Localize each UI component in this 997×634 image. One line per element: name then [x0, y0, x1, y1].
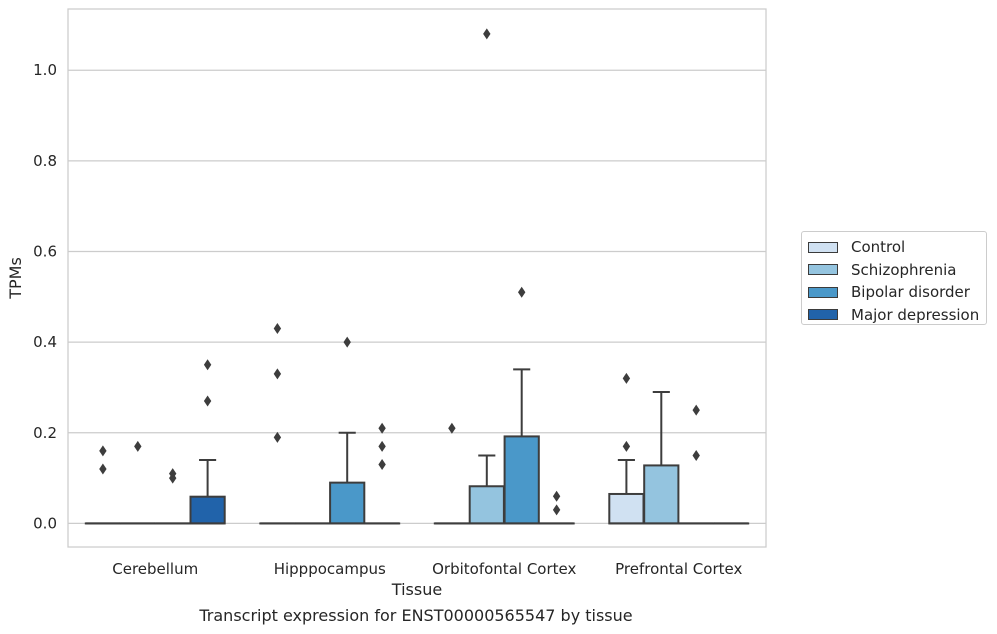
legend-item: Bipolar disorder [808, 281, 986, 304]
box-major-depression [538, 490, 575, 525]
outlier-point [518, 286, 526, 298]
y-tick-label: 1.0 [33, 61, 57, 79]
legend-item: Schizophrenia [808, 259, 986, 282]
box-bipolar-disorder [329, 336, 366, 525]
outlier-point [552, 504, 561, 516]
outlier-point [273, 368, 282, 380]
legend-label: Major depression [851, 305, 980, 324]
outlier-point [622, 440, 631, 452]
outlier-point [203, 395, 212, 407]
x-axis-label: Tissue [391, 580, 442, 599]
y-tick-label: 0.6 [33, 242, 57, 260]
outlier-point [99, 445, 107, 457]
y-tick-label: 0.2 [33, 424, 57, 442]
y-tick-label: 0.4 [33, 333, 57, 351]
box-body [329, 481, 366, 525]
outlier-point [692, 404, 700, 416]
outlier-point [378, 422, 386, 434]
outlier-point [483, 28, 491, 40]
box-body [468, 485, 505, 525]
legend-label: Bipolar disorder [851, 283, 970, 302]
legend-label: Schizophrenia [851, 260, 957, 279]
box-control [433, 422, 471, 525]
box-bipolar-disorder [503, 286, 540, 525]
legend-swatch [808, 309, 838, 321]
outlier-point [134, 440, 142, 452]
y-tick-label: 0.0 [33, 514, 57, 532]
outlier-point [552, 490, 561, 502]
x-tick-labels: Cerebellum Hipppocampus Orbitofontal Corte… [112, 560, 742, 578]
outlier-point [622, 372, 631, 384]
box-body [189, 495, 226, 525]
x-tick-label: Hipppocampus [274, 560, 386, 578]
legend-swatch [808, 286, 838, 298]
box-schizophrenia [468, 28, 505, 525]
outlier-point [378, 440, 386, 452]
x-tick-label: Cerebellum [112, 560, 198, 578]
legend-label: Control [851, 238, 906, 257]
legend-item: Major depression [808, 304, 986, 327]
legend: Control Schizophrenia Bipolar disorder Majo… [801, 231, 987, 325]
box-body [608, 492, 645, 525]
box-control [259, 323, 296, 525]
x-tick-label: Prefrontal Cortex [615, 560, 742, 578]
box-major-depression [189, 359, 226, 525]
outlier-point [169, 472, 177, 484]
box-bipolar-disorder [154, 468, 191, 525]
outlier-point [203, 359, 212, 371]
y-tick-label: 0.8 [33, 152, 57, 170]
outlier-point [99, 463, 107, 475]
legend-swatch [808, 241, 838, 253]
box-schizophrenia [119, 440, 156, 525]
box-plots [84, 28, 750, 525]
outlier-point [692, 449, 700, 461]
box-control [84, 445, 122, 525]
box-body [643, 464, 680, 525]
x-tick-label: Orbitofontal Cortex [432, 560, 576, 578]
plot-frame [67, 8, 767, 548]
box-body [503, 435, 540, 525]
box-major-depression [363, 422, 401, 525]
outlier-point [343, 336, 351, 348]
outlier-point [448, 422, 456, 434]
box-schizophrenia [643, 390, 680, 525]
y-tick-labels: 0.0 0.2 0.4 0.6 0.8 1.0 [33, 61, 57, 532]
y-axis-label: TPMs [6, 257, 25, 300]
chart-caption: Transcript expression for ENST0000056554… [199, 606, 633, 625]
outlier-point [378, 459, 386, 471]
legend-swatch [808, 264, 838, 276]
legend-item: Control [808, 236, 986, 259]
outlier-point [273, 323, 282, 335]
box-bipolar-disorder [678, 404, 715, 525]
outlier-point [273, 431, 282, 443]
box-control [608, 372, 645, 525]
